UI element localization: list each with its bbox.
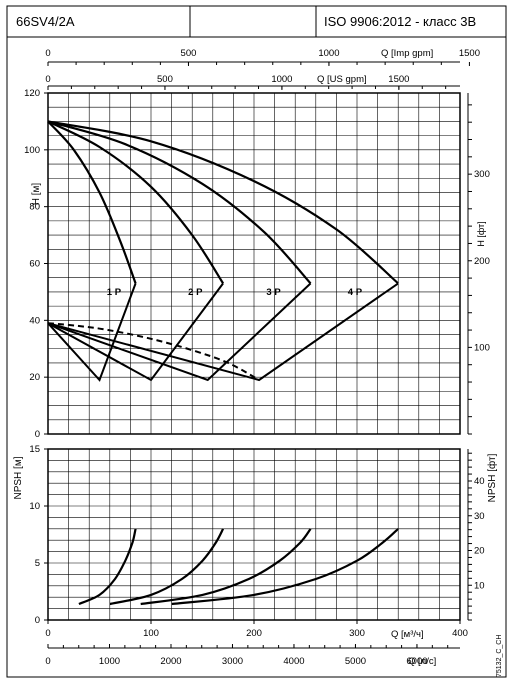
npsh-x-tick-label: 400 (452, 628, 468, 639)
npsh-ft-tick-label: 10 (474, 580, 485, 591)
top-axis-imp-gpm: 0 500 1000 1500 Q [Imp gpm] (45, 48, 480, 66)
operating-limit-line (47, 282, 224, 382)
head-ft-tick-label: 200 (474, 256, 490, 267)
model-name: 66SV4/2A (16, 14, 75, 29)
us-tick-label: 1500 (388, 74, 409, 85)
imp-tick-label: 0 (45, 48, 50, 59)
curve-label: 2 P (188, 287, 203, 298)
head-grid (48, 93, 460, 434)
ls-tick-label: 0 (45, 656, 50, 667)
imp-tick-label: 500 (181, 48, 197, 59)
imp-tick-label: 1500 (459, 48, 480, 59)
npsh-curve (140, 528, 312, 606)
operating-limit-line (47, 282, 312, 382)
npsh-x-tick-label: 0 (45, 628, 50, 639)
head-axes: 0 20 40 60 80 100 120 100 200 300 (24, 88, 490, 440)
npsh-curve (171, 527, 399, 606)
head-curve (47, 120, 225, 284)
head-y-right-label: H [фт] (476, 221, 486, 246)
npsh-y-tick-label: 15 (29, 444, 40, 455)
ls-tick-label: 1000 (99, 656, 120, 667)
head-curves: 1 P 2 P 3 P 4 P (47, 120, 399, 382)
ls-tick-label: 2000 (160, 656, 181, 667)
npsh-curve (78, 528, 137, 606)
chart-frame (6, 36, 507, 678)
drawing-code: 75132_C_CH (496, 635, 503, 677)
bottom-axis-ls-label: Q [л/с] (408, 656, 436, 667)
head-y-tick-label: 100 (24, 145, 40, 156)
curve-label: 3 P (266, 287, 281, 298)
head-ft-tick-label: 300 (474, 169, 490, 180)
curve-label: 1 P (107, 287, 122, 298)
top-axis-imp-label: Q [Imp gpm] (381, 48, 433, 59)
header: 66SV4/2A ISO 9906:2012 - класс 3B (6, 5, 507, 38)
us-tick-label: 0 (45, 74, 50, 85)
npsh-y-label: NPSH [м] (13, 456, 24, 499)
head-curve (47, 120, 312, 285)
ls-tick-label: 3000 (222, 656, 243, 667)
head-curve (47, 120, 137, 284)
head-ft-tick-label: 100 (474, 342, 490, 353)
imp-tick-label: 1000 (318, 48, 339, 59)
ls-tick-label: 5000 (345, 656, 366, 667)
npsh-curve (109, 528, 225, 606)
head-y-tick-label: 60 (29, 259, 40, 270)
npsh-ft-tick-label: 30 (474, 511, 485, 522)
npsh-y-right-label: NPSH [фт] (486, 453, 498, 502)
top-axis-us-label: Q [US gpm] (317, 74, 367, 85)
npsh-ft-tick-label: 20 (474, 546, 485, 557)
ls-tick-label: 6000 (406, 656, 427, 667)
head-y-tick-label: 120 (24, 88, 40, 99)
npsh-y-tick-label: 0 (35, 615, 40, 626)
npsh-x-tick-label: 300 (349, 628, 365, 639)
ls-tick-label: 4000 (283, 656, 304, 667)
npsh-ft-tick-label: 40 (474, 476, 485, 487)
bottom-axis-m3h-label: Q [м³/ч] (391, 629, 424, 640)
operating-limit-line (47, 283, 137, 382)
us-tick-label: 1000 (271, 74, 292, 85)
curve-label: 4 P (348, 287, 363, 298)
npsh-curves (78, 527, 399, 606)
npsh-x-tick-label: 200 (246, 628, 262, 639)
head-y-tick-label: 0 (35, 429, 40, 440)
head-y-tick-label: 40 (29, 315, 40, 326)
npsh-y-tick-label: 5 (35, 558, 40, 569)
top-axis-us-gpm: 0 500 1000 1500 Q [US gpm] (45, 74, 460, 90)
bottom-axis-ls: 0 1000 2000 3000 4000 5000 6000 Q [л/с] (45, 644, 460, 667)
npsh-x-tick-label: 100 (143, 628, 159, 639)
head-dashed-curve (47, 322, 260, 381)
head-y-tick-label: 20 (29, 372, 40, 383)
standard-label: ISO 9906:2012 - класс 3B (324, 14, 476, 29)
bottom-axis-m3h: Q [м³/ч] (391, 629, 424, 640)
head-y-tick-label: 80 (29, 202, 40, 213)
head-y-label: H [м] (31, 183, 42, 206)
head-curve (47, 120, 399, 285)
npsh-y-tick-label: 10 (29, 501, 40, 512)
us-tick-label: 500 (157, 74, 173, 85)
npsh-grid (48, 449, 460, 620)
